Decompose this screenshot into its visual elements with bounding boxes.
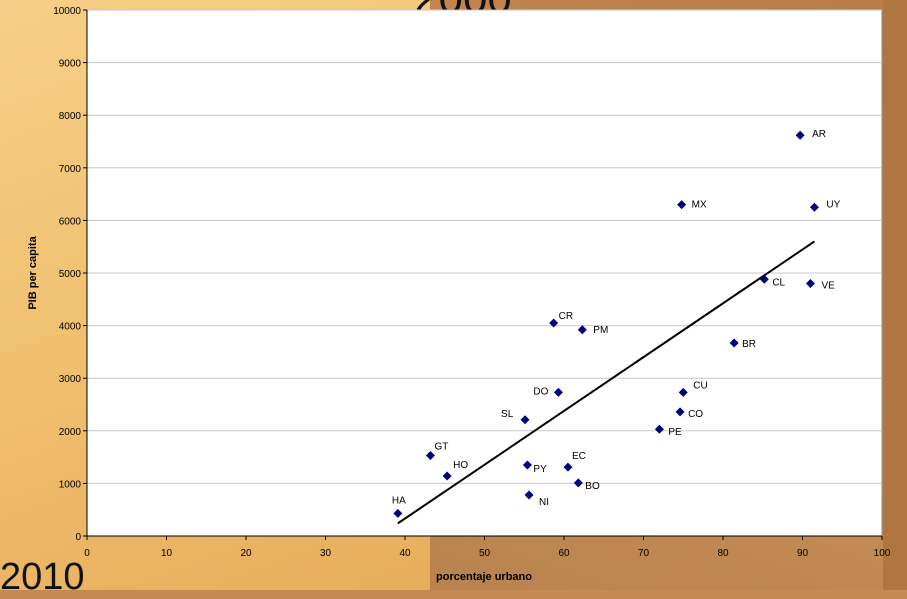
x-tick-label: 20 <box>240 548 252 559</box>
point-label-ha: HA <box>392 495 406 506</box>
x-tick-label: 80 <box>717 548 729 559</box>
data-point-ve <box>805 279 815 289</box>
y-tick-label: 5000 <box>59 269 82 280</box>
y-tick-label: 2000 <box>59 427 82 438</box>
data-point-gt <box>425 451 435 461</box>
data-point-ec <box>563 462 573 472</box>
y-tick-label: 10000 <box>53 6 81 17</box>
y-tick-label: 0 <box>75 532 81 543</box>
point-label-co: CO <box>688 409 703 420</box>
x-tick-label: 100 <box>874 548 891 559</box>
point-labels: AR MX UY CL VE CR PM BR DO CU SL CO PE GT HO PY EC BO NI HA <box>392 129 841 508</box>
point-label-mx: MX <box>692 200 707 211</box>
point-label-br: BR <box>742 339 756 350</box>
x-axis-label: porcentaje urbano <box>436 571 532 583</box>
point-label-ho: HO <box>453 460 468 471</box>
data-point-do <box>553 387 563 397</box>
data-point-ho <box>442 471 452 481</box>
background-edge-strip <box>883 0 907 590</box>
data-point-ar <box>795 130 805 140</box>
data-point-cu <box>678 387 688 397</box>
data-point-pm <box>577 325 587 335</box>
data-point-pe <box>654 424 664 434</box>
tick-labels: 0100020003000400050006000700080009000100… <box>53 6 891 559</box>
y-tick-label: 8000 <box>59 111 82 122</box>
data-point-cr <box>549 318 559 328</box>
gridlines <box>87 9 882 484</box>
point-label-cr: CR <box>559 311 573 322</box>
point-label-pe: PE <box>668 427 682 438</box>
x-tick-label: 60 <box>558 548 570 559</box>
point-label-py: PY <box>533 464 547 475</box>
x-tick-label: 90 <box>797 548 809 559</box>
data-point-sl <box>520 415 530 425</box>
data-point-bo <box>573 478 583 488</box>
point-label-cu: CU <box>693 380 707 391</box>
y-tick-label: 3000 <box>59 374 82 385</box>
data-point-co <box>675 407 685 417</box>
point-label-uy: UY <box>826 199 840 210</box>
point-label-ve: VE <box>821 281 835 292</box>
x-tick-label: 30 <box>320 548 332 559</box>
data-point-br <box>729 338 739 348</box>
trendline <box>397 240 815 525</box>
point-label-do: DO <box>533 386 548 397</box>
point-label-gt: GT <box>434 442 448 453</box>
data-point-cl <box>759 274 769 284</box>
point-label-ec: EC <box>572 451 586 462</box>
point-label-ar: AR <box>812 129 826 140</box>
y-tick-label: 1000 <box>59 479 82 490</box>
x-tick-label: 10 <box>161 548 173 559</box>
y-axis-label: PIB per capita <box>27 235 39 309</box>
point-label-cl: CL <box>772 277 785 288</box>
y-tick-label: 9000 <box>59 59 82 70</box>
y-tick-label: 7000 <box>59 164 82 175</box>
data-points <box>393 130 819 518</box>
data-point-mx <box>677 200 687 210</box>
axes <box>83 9 883 540</box>
y-tick-label: 6000 <box>59 216 82 227</box>
data-point-py <box>522 460 532 470</box>
data-point-ni <box>524 490 534 500</box>
point-label-bo: BO <box>585 481 600 492</box>
point-label-ni: NI <box>539 497 549 508</box>
x-tick-label: 70 <box>638 548 650 559</box>
point-label-sl: SL <box>501 409 514 420</box>
data-point-uy <box>809 202 819 212</box>
x-tick-label: 50 <box>479 548 491 559</box>
x-tick-label: 0 <box>84 548 90 559</box>
point-label-pm: PM <box>593 325 608 336</box>
y-tick-label: 4000 <box>59 322 82 333</box>
x-tick-label: 40 <box>399 548 411 559</box>
data-point-ha <box>393 508 403 518</box>
